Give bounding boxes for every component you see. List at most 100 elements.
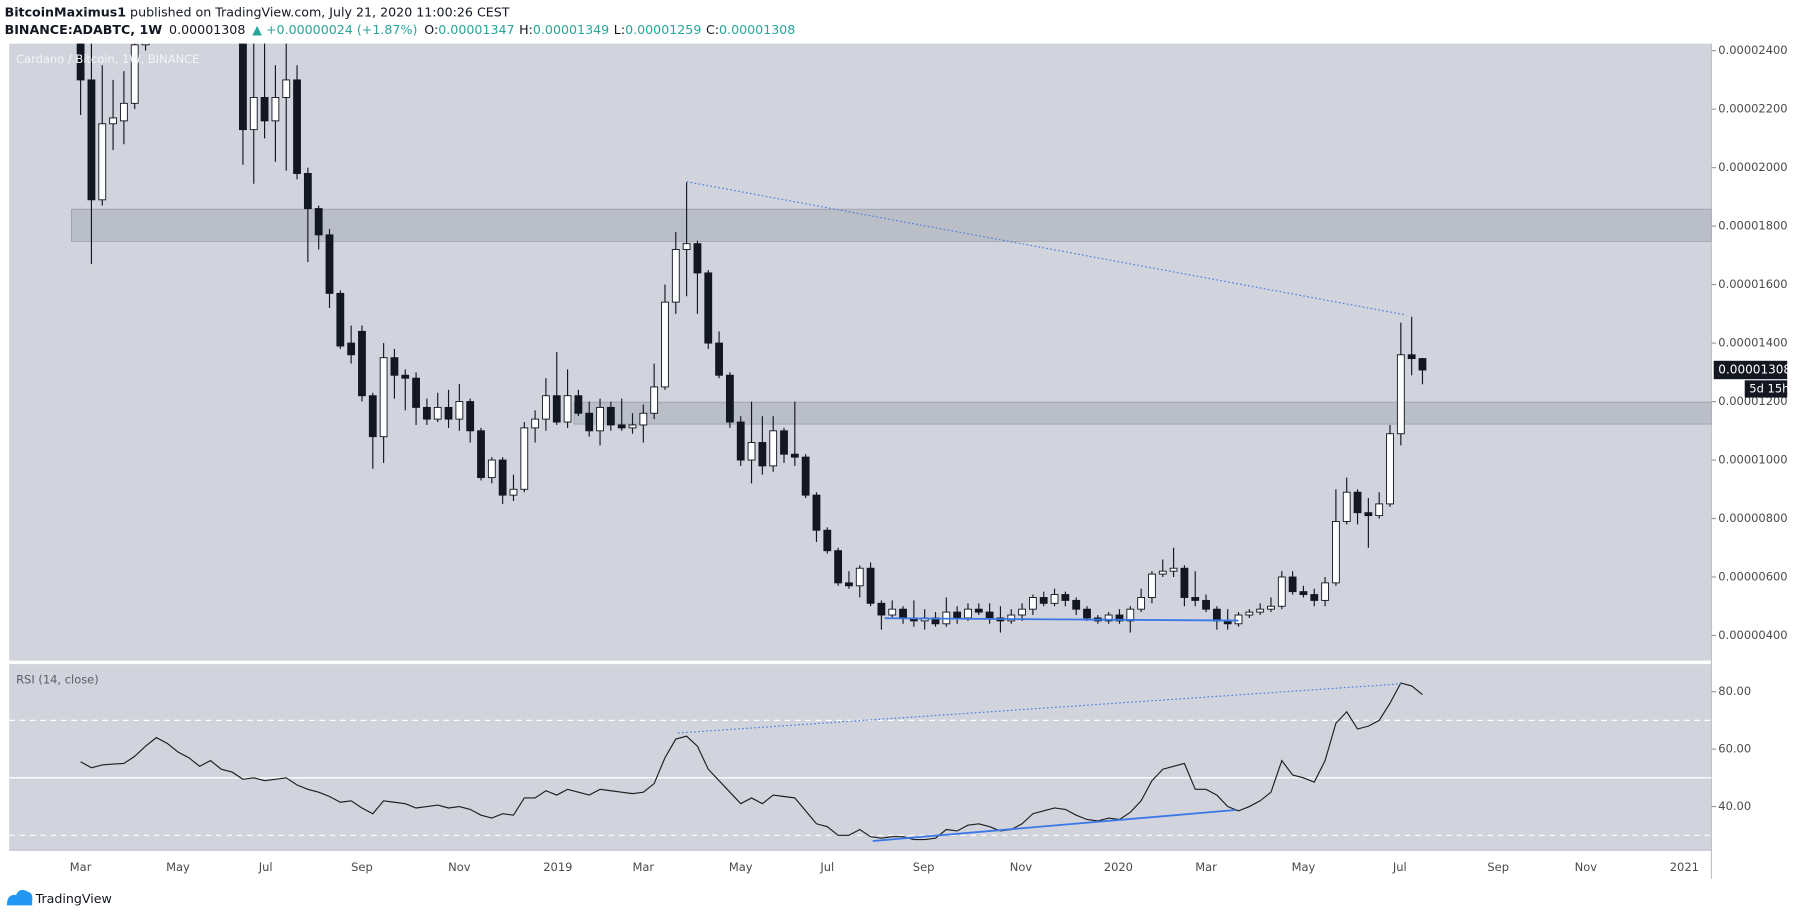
candle-body — [1342, 491, 1351, 522]
candle-body — [855, 567, 864, 587]
x-tick-label: Sep — [1487, 860, 1509, 874]
x-tick-label: May — [166, 860, 190, 874]
header-line: BitcoinMaximus1 published on TradingView… — [5, 4, 510, 19]
y-tick-label: 0.00000800 — [1718, 511, 1787, 525]
candle-body — [834, 550, 843, 584]
candle-body — [260, 97, 269, 122]
trendline — [872, 809, 1236, 842]
candle-body — [130, 44, 139, 104]
candle-body — [899, 608, 907, 619]
candle-body — [736, 421, 745, 461]
x-tick-label: Jul — [1392, 860, 1407, 874]
last: 0.00001308 — [169, 21, 245, 36]
candle-body — [1050, 594, 1059, 604]
candle-body — [368, 395, 377, 438]
candle-body — [953, 611, 962, 619]
price-legend: Cardano / Bitcoin, 1W, BINANCE — [16, 52, 199, 66]
candle-body — [358, 330, 366, 397]
candle-body — [964, 608, 972, 619]
candle-body — [1364, 512, 1373, 517]
candle-body — [542, 395, 550, 420]
candle-body — [1331, 520, 1340, 584]
candle-body — [1126, 608, 1135, 622]
x-tick-label: Nov — [1575, 860, 1598, 874]
candle-body — [552, 395, 561, 423]
candle-body — [1115, 614, 1124, 622]
candle-body — [87, 79, 96, 201]
logo-icon — [6, 889, 33, 906]
candle-body — [747, 442, 756, 461]
candle-body — [477, 430, 485, 479]
candle-body — [1072, 599, 1081, 610]
candle-body — [877, 602, 886, 616]
candle-body — [293, 79, 301, 174]
x-tick-label: Mar — [1195, 860, 1217, 874]
candle-body — [1267, 605, 1275, 610]
y-tick-label: 0.00002400 — [1718, 43, 1787, 57]
change: ▲ +0.00000024 (+1.87%) — [252, 21, 417, 36]
candle-body — [1104, 614, 1113, 622]
ohlc-key: O: — [424, 21, 438, 36]
candle-body — [585, 412, 594, 432]
candle-body — [1375, 503, 1384, 517]
candle-body — [866, 567, 875, 604]
candle-body — [639, 412, 648, 426]
candle-body — [1028, 597, 1037, 610]
candle-body — [1321, 582, 1329, 601]
y-tick-label: 0.00002000 — [1718, 160, 1787, 174]
candle-body — [1288, 576, 1297, 593]
y-tick-label: 0.00001000 — [1718, 453, 1787, 467]
ohlc-value: 0.00001308 — [719, 21, 795, 36]
candle-body — [1169, 567, 1178, 572]
candle-body — [1386, 433, 1394, 505]
candle-body — [76, 43, 85, 81]
ohlc-key: C: — [706, 21, 719, 36]
candle-body — [1234, 614, 1243, 625]
axes: Mar May Jul Sep Nov 2019 Mar May Jul Sep Nov 2020 Ma… — [70, 43, 1791, 874]
candle-body — [661, 301, 669, 388]
x-tick-label: Jul — [819, 860, 834, 874]
candle-body — [974, 608, 983, 613]
candle-body — [1039, 597, 1048, 604]
candle-body — [282, 79, 291, 98]
candle-body — [888, 608, 897, 616]
candle-body — [1083, 608, 1091, 619]
x-tick-label: 2019 — [543, 860, 572, 874]
candle-body — [682, 243, 691, 250]
logo: TradingView — [6, 889, 112, 906]
candle-body — [1277, 576, 1286, 607]
candle-body — [239, 43, 247, 131]
x-tick-label: May — [729, 860, 753, 874]
candle-body — [823, 529, 832, 552]
y-tick-label: 80.00 — [1718, 684, 1751, 698]
candle-body — [650, 386, 659, 414]
candle-body — [98, 123, 107, 201]
rsi-line — [80, 682, 1423, 841]
candle-body — [1061, 594, 1070, 601]
trendline — [677, 683, 1405, 734]
candle-body — [520, 427, 529, 490]
candle-body — [433, 406, 442, 420]
candle-body — [1137, 597, 1146, 610]
ohlc-value: 0.00001347 — [438, 21, 514, 36]
candle-body — [1158, 570, 1167, 575]
candle-body — [390, 357, 399, 376]
candle-body — [1310, 594, 1319, 601]
candle-body — [466, 401, 475, 432]
candle-body — [1299, 591, 1308, 596]
candle-body — [379, 357, 388, 438]
y-tick-label: 0.00000600 — [1718, 570, 1787, 584]
candle-body — [314, 208, 323, 236]
candle-body — [271, 97, 280, 122]
countdown-box — [1744, 380, 1788, 398]
y-tick-label: 0.00000400 — [1718, 628, 1787, 642]
candle-body — [249, 97, 258, 131]
x-tick-label: 2021 — [1670, 860, 1699, 874]
y-tick-label: 0.00001600 — [1718, 277, 1787, 291]
candle-body — [790, 453, 799, 458]
x-tick-label: Sep — [351, 860, 373, 874]
x-tick-label: Nov — [1010, 860, 1033, 874]
x-tick-label: Nov — [448, 860, 471, 874]
candle-body — [1018, 608, 1026, 616]
